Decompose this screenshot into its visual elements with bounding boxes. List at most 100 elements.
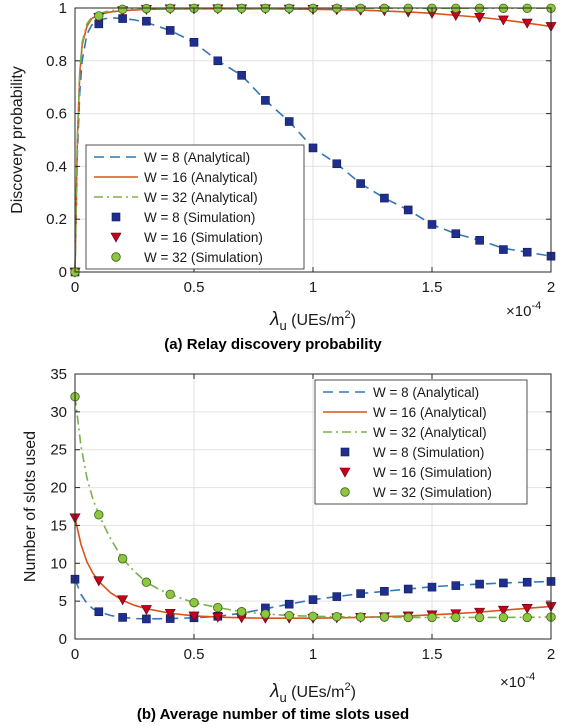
chart-caption: (a) Relay discovery probability bbox=[164, 336, 382, 353]
series-marker-triangle-down bbox=[140, 605, 152, 616]
series-marker-square bbox=[332, 592, 342, 601]
x-tick-label: 0 bbox=[71, 279, 79, 296]
series-marker-square bbox=[427, 582, 437, 592]
series-marker-square bbox=[356, 179, 365, 188]
x-axis-label-base: λ bbox=[269, 681, 279, 702]
series-marker-square bbox=[475, 236, 484, 245]
x-multiplier-base: ×10 bbox=[506, 303, 531, 320]
legend-box bbox=[85, 144, 305, 270]
series-marker-square bbox=[165, 26, 175, 35]
y-tick-label: 10 bbox=[50, 555, 67, 572]
y-tick-label: 1 bbox=[59, 0, 67, 17]
x-multiplier-exponent: -4 bbox=[531, 300, 541, 312]
legend-swatch-marker bbox=[340, 447, 350, 457]
series-marker-square bbox=[522, 247, 532, 257]
series-marker-circle bbox=[141, 577, 152, 587]
series-marker-triangle-down bbox=[497, 15, 509, 26]
x-multiplier-base: ×10 bbox=[500, 674, 525, 691]
y-tick-label: 35 bbox=[50, 366, 67, 383]
legend: W = 8 (Analytical) W = 16 (Analytical) W =… bbox=[314, 379, 528, 505]
series-marker-square bbox=[499, 245, 508, 254]
y-tick-label: 15 bbox=[50, 517, 67, 534]
x-axis-label-sup: 2 bbox=[344, 309, 350, 321]
series-marker-square bbox=[499, 578, 508, 588]
x-axis-label-base: λ bbox=[269, 309, 279, 330]
x-tick-label: 1 bbox=[309, 646, 317, 663]
series-marker-triangle-down bbox=[117, 595, 129, 606]
series-marker-square bbox=[308, 143, 318, 153]
x-axis-multiplier: ×10-4 bbox=[500, 671, 535, 691]
series-marker-circle bbox=[236, 607, 247, 617]
x-axis-label-unit-close: ) bbox=[351, 312, 356, 329]
x-tick-label: 2 bbox=[547, 646, 555, 663]
series-marker-circle bbox=[427, 612, 437, 623]
x-tick-label: 0 bbox=[71, 646, 79, 663]
y-tick-label: 0.8 bbox=[46, 53, 67, 70]
legend-label: W = 8 (Simulation) bbox=[373, 445, 484, 460]
series-marker-square bbox=[142, 614, 151, 624]
x-tick-label: 0.5 bbox=[184, 279, 205, 296]
series-marker-circle bbox=[94, 510, 104, 520]
series-marker-square bbox=[403, 584, 413, 594]
legend-label: W = 8 (Analytical) bbox=[144, 150, 250, 165]
legend-label: W = 16 (Simulation) bbox=[373, 465, 492, 480]
legend-label: W = 16 (Analytical) bbox=[373, 405, 487, 420]
y-tick-label: 0 bbox=[59, 264, 67, 281]
y-axis-label: Discovery probability bbox=[9, 66, 26, 214]
series-marker-circle bbox=[94, 11, 104, 21]
series-marker-square bbox=[308, 595, 318, 604]
x-axis-label-unit-open: (UEs/m bbox=[287, 684, 345, 701]
series-marker-triangle-down bbox=[474, 607, 486, 618]
series-marker-circle bbox=[260, 609, 271, 619]
series-marker-square bbox=[237, 71, 246, 80]
series-marker-square bbox=[94, 607, 104, 617]
series-marker-triangle-down bbox=[521, 604, 533, 614]
legend-swatch-marker bbox=[340, 487, 350, 497]
series-marker-square bbox=[142, 16, 151, 26]
y-tick-label: 0.4 bbox=[46, 158, 67, 175]
series-marker-triangle-down bbox=[212, 612, 224, 623]
y-tick-label: 5 bbox=[59, 593, 67, 610]
series-marker-square bbox=[475, 579, 484, 589]
series-marker-circle bbox=[474, 612, 485, 623]
series-marker-triangle-down bbox=[474, 12, 486, 23]
series-line-2 bbox=[74, 517, 552, 619]
series-marker-triangle-down bbox=[93, 576, 105, 587]
y-tick-label: 20 bbox=[50, 480, 67, 497]
legend-label: W = 16 (Simulation) bbox=[144, 230, 263, 245]
y-tick-label: 0.6 bbox=[46, 106, 67, 123]
x-axis-label-sub: u bbox=[279, 690, 286, 705]
legend-label: W = 32 (Analytical) bbox=[144, 190, 258, 205]
legend-label: W = 8 (Simulation) bbox=[144, 210, 255, 225]
legend-label: W = 8 (Analytical) bbox=[373, 385, 479, 400]
x-tick-label: 1.5 bbox=[422, 279, 443, 296]
legend-label: W = 32 (Analytical) bbox=[373, 425, 487, 440]
series-marker-circle bbox=[403, 612, 413, 623]
series-marker-circle bbox=[213, 602, 223, 613]
x-tick-label: 1.5 bbox=[422, 646, 443, 663]
series-marker-circle bbox=[165, 589, 175, 600]
series-marker-square bbox=[118, 613, 127, 622]
legend-label: W = 32 (Simulation) bbox=[144, 250, 263, 265]
x-axis-label: λu (UEs/m2) bbox=[269, 681, 356, 705]
series-marker-circle bbox=[284, 610, 294, 621]
x-axis-multiplier: ×10-4 bbox=[506, 300, 541, 320]
series-marker-square bbox=[522, 577, 532, 587]
series-marker-circle bbox=[332, 611, 342, 622]
series-marker-circle bbox=[498, 612, 509, 623]
x-axis-label-unit-open: (UEs/m bbox=[287, 312, 345, 329]
series-marker-square bbox=[403, 205, 413, 215]
series-marker-square bbox=[284, 599, 294, 609]
series-marker-circle bbox=[522, 612, 532, 623]
x-axis-label-sub: u bbox=[279, 318, 286, 333]
series-marker-circle bbox=[141, 3, 152, 14]
x-axis-label-unit-close: ) bbox=[351, 684, 356, 701]
legend-swatch-marker bbox=[111, 252, 121, 262]
series-marker-circle bbox=[189, 597, 199, 608]
series-marker-circle bbox=[355, 612, 366, 622]
legend-box bbox=[314, 379, 528, 505]
series-marker-square bbox=[189, 38, 199, 47]
series-line-1 bbox=[74, 16, 552, 273]
series-marker-square bbox=[451, 581, 461, 590]
